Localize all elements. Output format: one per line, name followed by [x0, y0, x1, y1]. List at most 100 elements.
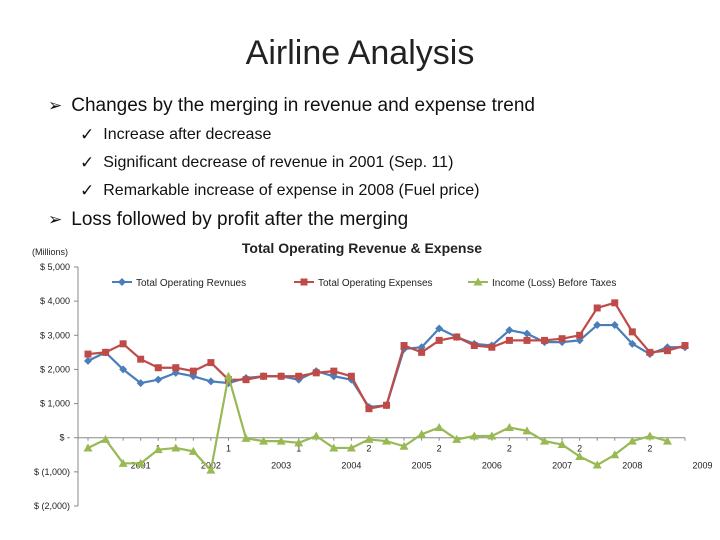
data-point [206, 377, 215, 386]
data-point [312, 369, 320, 377]
y-tick-label: $ (1,000) [34, 467, 70, 477]
data-point [435, 324, 444, 333]
x-year-label: 2003 [271, 461, 291, 471]
data-point [663, 347, 671, 355]
data-point [154, 375, 163, 384]
data-point [382, 436, 391, 445]
x-year-label: 2006 [482, 461, 502, 471]
x-year-label: 2005 [412, 461, 432, 471]
x-quarter-label: 1 [226, 444, 231, 454]
data-point [523, 336, 531, 344]
data-point [383, 401, 390, 409]
data-point [276, 436, 286, 445]
data-point [119, 365, 128, 374]
data-point [311, 431, 321, 440]
sub-bullet-text: Remarkable increase of expense in 2008 (… [103, 182, 480, 199]
data-point [628, 339, 637, 348]
chart-legend: Total Operating Revnues Total Operating E… [112, 277, 616, 289]
data-point [241, 433, 251, 442]
x-year-label: 2008 [622, 461, 642, 471]
checkmark-icon: ✓ [80, 153, 95, 172]
data-point [575, 336, 584, 345]
data-point [505, 336, 513, 344]
data-point [277, 372, 285, 380]
y-tick-label: $ 2,000 [40, 364, 70, 374]
data-point [593, 304, 601, 312]
data-point [206, 465, 216, 474]
data-point [418, 348, 426, 356]
data-point [504, 422, 514, 431]
arrow-bullet-icon: ➢ [48, 210, 63, 229]
data-point [347, 372, 355, 380]
data-point [417, 429, 427, 438]
data-point [662, 436, 672, 445]
data-point [452, 434, 462, 443]
data-point [469, 431, 479, 440]
sub-bullet-text: Increase after decrease [103, 126, 272, 143]
data-point [171, 368, 180, 377]
data-point [610, 450, 620, 459]
data-point [260, 372, 268, 380]
data-point [470, 342, 478, 350]
y-tick-label: $ 3,000 [40, 330, 70, 340]
x-quarter-label: 2 [507, 444, 512, 454]
chart-title: Total Operating Revenue & Expense [242, 240, 482, 256]
data-point [487, 431, 497, 440]
x-quarter-label: 1 [296, 444, 301, 454]
checkmark-icon: ✓ [80, 181, 95, 200]
data-point [207, 359, 215, 367]
x-year-label: 2009 [693, 461, 713, 471]
y-tick-label: $ - [59, 433, 70, 443]
legend-label: Total Operating Revnues [136, 278, 246, 289]
data-point [400, 342, 408, 350]
data-point [488, 343, 496, 351]
x-quarter-label: 2 [366, 444, 371, 454]
data-point [592, 460, 602, 469]
data-point [681, 342, 689, 350]
y-tick-label: $ 4,000 [40, 296, 70, 306]
data-point [136, 458, 146, 467]
data-point [137, 355, 145, 363]
legend-marker [300, 278, 308, 286]
revenue-expense-chart: Total Operating Revenue & Expense (Milli… [32, 240, 713, 511]
data-point [628, 328, 636, 336]
x-quarter-label: 2 [577, 444, 582, 454]
data-point [346, 443, 356, 452]
data-point [329, 443, 339, 452]
data-point [611, 299, 619, 307]
x-year-label: 2007 [552, 461, 572, 471]
data-point [593, 321, 602, 330]
data-point [136, 379, 145, 388]
data-point [435, 336, 443, 344]
data-point [84, 356, 92, 365]
sub-bullet-text: Significant decrease of revenue in 2001 … [103, 154, 454, 171]
data-point [399, 441, 409, 450]
data-point [223, 371, 233, 380]
chart-axes: $ 5,000 $ 4,000 $ 3,000 $ 2,000 $ 1,000 $ - $ … [34, 262, 713, 511]
data-point [576, 331, 584, 339]
legend-marker [473, 277, 483, 286]
data-point [575, 451, 585, 460]
data-point [540, 436, 550, 445]
data-point [188, 446, 198, 455]
data-point [295, 372, 303, 380]
y-tick-label: $ (2,000) [34, 501, 70, 511]
checkmark-icon: ✓ [80, 125, 95, 144]
data-point [242, 376, 250, 384]
data-point [646, 348, 654, 356]
bullet-text: Loss followed by profit after the mergin… [71, 209, 409, 230]
x-quarter-label: 2 [647, 444, 652, 454]
data-point [522, 426, 532, 435]
data-point [84, 350, 92, 358]
data-point [627, 436, 637, 445]
data-point [541, 336, 549, 344]
data-point [119, 340, 127, 348]
x-quarter-label: 2 [437, 444, 442, 454]
data-point [522, 329, 531, 338]
data-point [365, 405, 373, 413]
unit-label: (Millions) [32, 247, 68, 257]
data-point [171, 443, 181, 452]
slide-title: Airline Analysis [245, 34, 475, 72]
bullet-merging-trend: ➢ Changes by the merging in revenue and … [48, 95, 535, 117]
x-year-label: 2004 [341, 461, 361, 471]
